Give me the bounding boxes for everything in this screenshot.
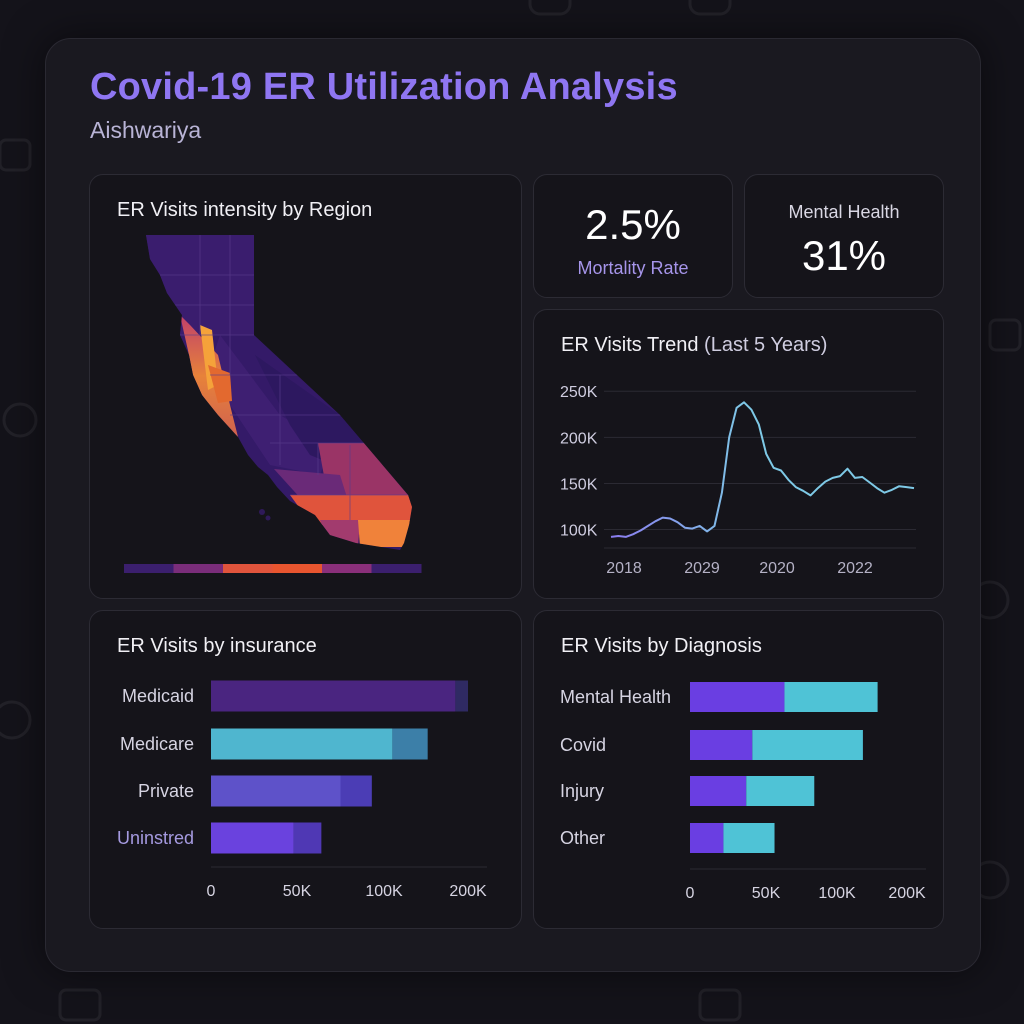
diagnosis-bar-segment[interactable]: [784, 682, 878, 712]
scale-segment: [223, 564, 273, 573]
trend-title-sub: (Last 5 Years): [704, 334, 828, 356]
map-color-scale: [124, 564, 422, 573]
diagnosis-bar-segment[interactable]: [690, 682, 785, 712]
insurance-x-tick: 100K: [365, 883, 403, 900]
scale-segment: [173, 564, 224, 573]
mortality-rate-value: 2.5%: [585, 201, 681, 248]
trend-card-title: ER Visits Trend (Last 5 Years): [561, 334, 827, 357]
california-map[interactable]: [90, 175, 521, 598]
diagnosis-category-label: Injury: [560, 781, 604, 801]
mental-health-kpi-card: Mental Health 31%: [744, 174, 944, 298]
insurance-category-label: Medicare: [120, 734, 194, 754]
trend-y-tick: 100K: [560, 523, 598, 540]
insurance-category-label: Medicaid: [122, 686, 194, 706]
diagnosis-category-label: Mental Health: [560, 687, 671, 707]
trend-y-tick: 250K: [560, 384, 598, 401]
insurance-bar-segment[interactable]: [455, 680, 468, 712]
mental-health-value: 31%: [801, 232, 887, 279]
trend-title-main: ER Visits Trend: [561, 334, 699, 356]
insurance-bar-segment[interactable]: [392, 728, 428, 760]
diagnosis-x-tick: 200K: [888, 885, 926, 902]
trend-y-tick: 150K: [560, 476, 598, 493]
trend-line-chart[interactable]: 250K 200K 150K 100K 2018 2029 2020 2022: [534, 310, 943, 598]
trend-y-tick: 200K: [560, 430, 598, 447]
diagnosis-bar-segment[interactable]: [690, 776, 747, 806]
map-card-title: ER Visits intensity by Region: [117, 199, 373, 221]
diagnosis-card: ER Visits by Diagnosis 0 50K 100K 200K Menta…: [533, 610, 944, 929]
diagnosis-category-label: Other: [560, 828, 605, 848]
diagnosis-category-label: Covid: [560, 735, 606, 755]
diagnosis-bar-chart[interactable]: 0 50K 100K 200K Mental Health Covid Injury Othe…: [534, 611, 943, 928]
diagnosis-x-tick: 0: [686, 885, 695, 902]
mortality-rate-label: Mortality Rate: [577, 258, 689, 278]
insurance-category-label: Uninstred: [117, 828, 194, 848]
trend-x-tick: 2020: [759, 560, 795, 577]
trend-series-line[interactable]: [610, 401, 915, 538]
trend-card: ER Visits Trend (Last 5 Years) 250K 200K 1…: [533, 309, 944, 599]
scale-segment: [322, 564, 372, 573]
diagnosis-bar-segment[interactable]: [723, 823, 775, 853]
insurance-bar-segment[interactable]: [211, 728, 393, 760]
scale-segment: [371, 564, 422, 573]
insurance-x-tick: 50K: [283, 883, 312, 900]
author-subtitle: Aishwariya: [90, 117, 202, 143]
scale-segment: [124, 564, 174, 573]
diagnosis-card-title: ER Visits by Diagnosis: [561, 635, 762, 657]
insurance-card: ER Visits by insurance 0 50K 100K 200K Medic…: [89, 610, 522, 929]
diagnosis-bar-segment[interactable]: [690, 730, 753, 760]
insurance-category-label: Private: [138, 781, 194, 801]
mental-health-label: Mental Health: [788, 202, 900, 222]
diagnosis-bar-segment[interactable]: [690, 823, 724, 853]
diagnosis-x-tick: 50K: [752, 885, 781, 902]
scale-segment: [272, 564, 323, 573]
insurance-bar-segment[interactable]: [340, 775, 372, 807]
diagnosis-bar-segment[interactable]: [752, 730, 863, 760]
trend-x-tick: 2022: [837, 560, 873, 577]
insurance-x-tick: 0: [207, 883, 216, 900]
trend-x-tick: 2018: [606, 560, 642, 577]
diagnosis-x-tick: 100K: [818, 885, 856, 902]
diagnosis-bar-segment[interactable]: [746, 776, 815, 806]
insurance-bar-segment[interactable]: [293, 822, 322, 854]
insurance-bar-chart[interactable]: 0 50K 100K 200K Medicaid Medicare Private Unins…: [90, 611, 521, 928]
insurance-card-title: ER Visits by insurance: [117, 635, 317, 657]
page-title: Covid-19 ER Utilization Analysis: [90, 66, 678, 108]
insurance-bar-segment[interactable]: [211, 680, 456, 712]
map-card: ER Visits intensity by Region: [89, 174, 522, 599]
mortality-kpi-card: 2.5% Mortality Rate: [533, 174, 733, 298]
insurance-x-tick: 200K: [449, 883, 487, 900]
insurance-bar-segment[interactable]: [211, 775, 341, 807]
insurance-bar-segment[interactable]: [211, 822, 294, 854]
trend-x-tick: 2029: [684, 560, 720, 577]
